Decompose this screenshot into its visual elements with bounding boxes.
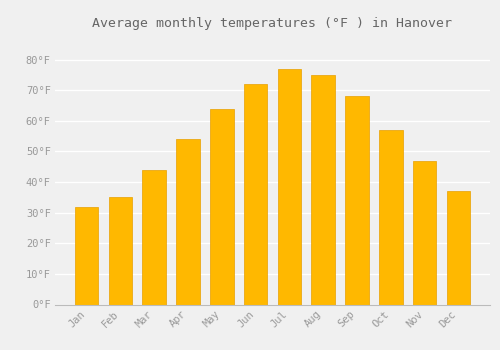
Bar <box>379 130 402 304</box>
Bar <box>142 170 166 304</box>
Title: Average monthly temperatures (°F ) in Hanover: Average monthly temperatures (°F ) in Ha… <box>92 17 452 30</box>
Bar <box>345 96 369 304</box>
Bar <box>108 197 132 304</box>
Bar <box>75 206 98 304</box>
Bar <box>413 161 436 304</box>
Bar <box>244 84 268 304</box>
Bar <box>278 69 301 304</box>
Bar <box>312 75 335 304</box>
Bar <box>210 108 234 304</box>
Bar <box>176 139 200 304</box>
Bar <box>446 191 470 304</box>
